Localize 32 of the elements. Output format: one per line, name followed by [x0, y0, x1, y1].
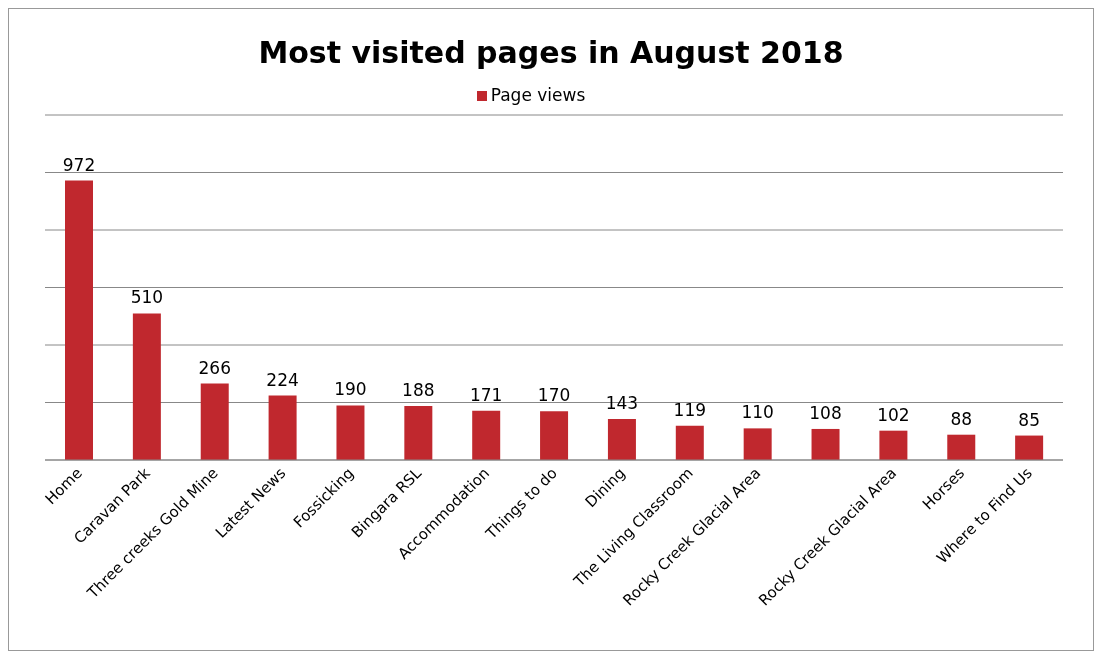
bar	[675, 425, 704, 460]
bar	[404, 405, 433, 460]
data-label: 85	[1018, 409, 1040, 430]
bar	[336, 405, 365, 460]
data-label: 143	[605, 392, 639, 413]
data-label: 972	[62, 154, 96, 175]
data-label: 510	[130, 287, 164, 308]
bar	[1015, 435, 1044, 460]
data-label: 119	[673, 399, 707, 420]
bar	[268, 395, 297, 460]
data-label: 224	[266, 369, 299, 390]
data-label: 108	[809, 402, 842, 423]
chart-title: Most visited pages in August 2018	[257, 34, 845, 72]
bar	[879, 430, 908, 460]
bar	[200, 383, 229, 460]
bar	[132, 313, 161, 460]
bar	[743, 428, 772, 460]
bar	[947, 434, 976, 460]
bar	[540, 411, 569, 460]
bar	[472, 410, 501, 460]
data-label: 190	[334, 379, 367, 400]
data-label: 266	[198, 357, 231, 378]
data-label: 170	[537, 385, 571, 406]
bar	[65, 180, 93, 460]
data-label: 188	[402, 379, 435, 400]
data-label: 110	[741, 402, 774, 423]
data-label: 171	[469, 384, 503, 405]
bar	[607, 418, 636, 460]
data-label: 88	[950, 408, 973, 429]
data-label: 102	[877, 404, 910, 425]
legend-label: Page views	[490, 85, 586, 105]
bar	[811, 428, 840, 460]
